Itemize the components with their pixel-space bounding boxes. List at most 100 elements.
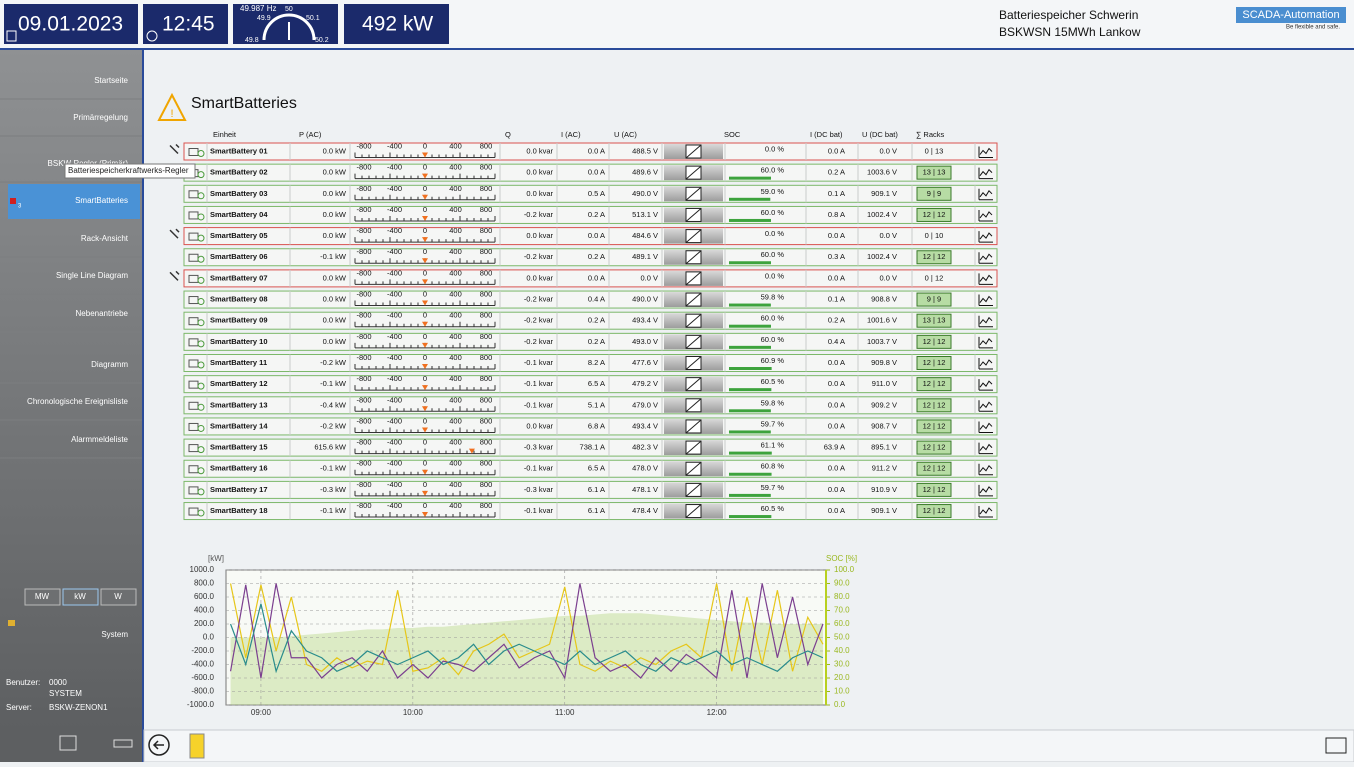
menu-item[interactable]: Primärregelung (73, 113, 128, 122)
menu-item[interactable]: Single Line Diagram (56, 271, 128, 280)
row (183, 375, 998, 394)
row (183, 290, 998, 309)
plant-name: Batteriespeicher Schwerin (999, 8, 1138, 22)
status-icon (197, 403, 205, 411)
i-ac: 6.1 A (588, 506, 605, 515)
battery-name: SmartBattery 01 (210, 146, 268, 155)
system[interactable]: System (101, 630, 128, 639)
trend-icon[interactable] (978, 484, 993, 497)
scale-label: 800 (480, 501, 493, 510)
scale-label: -400 (387, 353, 402, 362)
trend-icon[interactable] (978, 273, 993, 285)
p-ac: 0.0 kW (323, 273, 347, 282)
server: BSKW-ZENON1 (49, 703, 108, 712)
trend-icon[interactable] (978, 336, 993, 349)
menu-item[interactable]: SmartBatteries (75, 196, 128, 205)
trend-icon[interactable] (978, 231, 993, 243)
scale-label: 400 (449, 141, 462, 150)
column-header: U (AC) (614, 130, 637, 139)
trend-icon[interactable] (978, 146, 993, 158)
trend-icon[interactable] (978, 252, 993, 264)
inverter-diag (685, 419, 702, 434)
unit-button[interactable] (100, 588, 137, 606)
trend-icon[interactable] (978, 209, 993, 222)
key-icon[interactable] (113, 739, 133, 748)
y-tick-label: 800.0 (194, 579, 215, 588)
u-dc: 1003.6 V (867, 168, 897, 177)
status-icon (197, 234, 205, 242)
trend-icon[interactable] (978, 315, 993, 328)
trend-icon[interactable] (978, 167, 993, 180)
camera-icon[interactable] (1325, 737, 1347, 754)
soc: 60.0 % (761, 335, 785, 344)
u-dc: 908.7 V (871, 421, 897, 430)
traffic-light[interactable] (189, 733, 205, 759)
logo-box (1236, 7, 1346, 23)
unit-button[interactable] (62, 588, 99, 606)
wrench-icon (169, 143, 180, 155)
monitor-icon[interactable] (59, 735, 77, 751)
scale-label: -800 (356, 247, 371, 256)
x-tick-label: 12:00 (707, 708, 728, 717)
scale-label: 400 (449, 480, 462, 489)
i-dc: 0.0 A (828, 485, 845, 494)
menu-item[interactable]: Nebenantriebe (76, 309, 129, 318)
p-ac: -0.1 kW (320, 379, 347, 388)
p-ac: -0.1 kW (320, 464, 347, 473)
u-ac: 479.2 V (632, 379, 658, 388)
y2-tick-label: 80.0 (834, 592, 850, 601)
racks-box (916, 461, 952, 476)
trend-icon[interactable] (978, 463, 993, 476)
menu-item[interactable]: Startseite (94, 76, 128, 85)
u-ac: 0.0 V (640, 273, 658, 282)
trend-icon[interactable] (978, 400, 993, 412)
scale-label: 800 (480, 332, 493, 341)
p-marker (421, 490, 428, 496)
u-dc: 909.1 V (871, 189, 897, 198)
tooltip-box (64, 163, 196, 179)
scale-label: 800 (480, 205, 493, 214)
scale-label: -400 (387, 141, 402, 150)
battery-name: SmartBattery 07 (210, 273, 268, 282)
scale-label: 400 (449, 163, 462, 172)
u-ac: 490.0 V (632, 295, 658, 304)
trend-icon[interactable] (978, 442, 993, 455)
menu-item[interactable]: Rack-Ansicht (81, 234, 129, 243)
back-button[interactable] (148, 734, 170, 756)
scale-label: -800 (356, 416, 371, 425)
trend-icon[interactable] (978, 294, 993, 307)
scale-label: 0 (423, 163, 427, 172)
scale-label: 400 (449, 374, 462, 383)
trend-icon[interactable] (978, 421, 993, 433)
date-box (4, 4, 138, 44)
trend-icon[interactable] (978, 379, 993, 391)
scale-label: 400 (449, 438, 462, 447)
menu-item[interactable]: Diagramm (91, 360, 128, 369)
scale-label: -400 (387, 332, 402, 341)
trend-icon[interactable] (978, 506, 993, 518)
menu-item[interactable]: Alarmmeldeliste (71, 435, 128, 444)
q: -0.2 kvar (524, 316, 554, 325)
scale-label: 0 (423, 501, 427, 510)
p-ac: 615.6 kW (314, 443, 347, 452)
q: -0.1 kvar (524, 379, 554, 388)
menu-item[interactable]: Chronologische Ereignisliste (27, 397, 128, 406)
scale-label: -400 (387, 247, 402, 256)
trend-icon[interactable] (978, 358, 993, 370)
trend-icon[interactable] (978, 188, 993, 201)
i-ac: 0.2 A (588, 316, 605, 325)
battery-name: SmartBattery 16 (210, 464, 268, 473)
i-ac: 0.0 A (588, 146, 605, 155)
racks-box (916, 334, 952, 349)
p-marker (421, 512, 428, 518)
scale-label: -400 (387, 311, 402, 320)
y-tick-label: -400.0 (191, 660, 214, 669)
scale-label: 0 (423, 459, 427, 468)
unit-button[interactable] (24, 588, 61, 606)
status-icon (197, 424, 205, 432)
i-ac: 0.0 A (588, 273, 605, 282)
scale-label: -400 (387, 226, 402, 235)
p-marker (422, 300, 428, 306)
scale-label: 800 (480, 353, 493, 362)
